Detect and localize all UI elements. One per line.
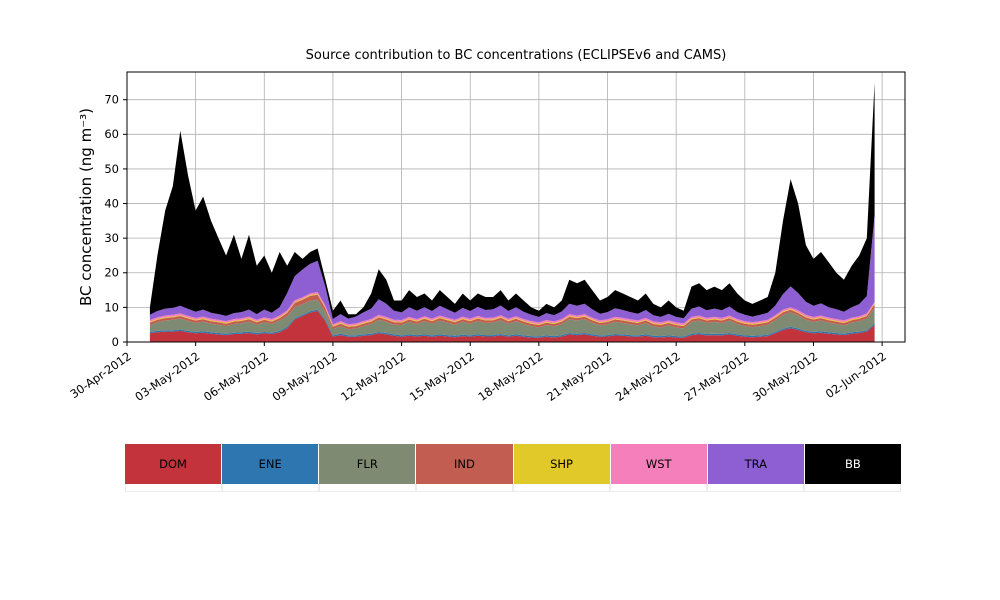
legend-item-tra: TRA	[707, 444, 805, 484]
y-tick-label: 60	[104, 127, 119, 141]
x-tick-labels: 30-Apr-201203-May-201206-May-201209-May-…	[67, 349, 888, 404]
area-shp	[149, 293, 875, 327]
x-tick-label: 27-May-2012	[681, 349, 751, 404]
legend-label-flr: FLR	[356, 457, 378, 471]
legend-item-dom: DOM	[125, 444, 223, 484]
area-wst	[149, 292, 875, 326]
y-tick-label: 20	[104, 266, 119, 280]
chart-title: Source contribution to BC concentrations…	[305, 48, 727, 63]
x-tick-label: 15-May-2012	[407, 349, 477, 404]
legend-item-bb: BB	[804, 444, 901, 484]
legend: DOM ENE FLR IND SHP WST TRA BB	[125, 444, 901, 484]
legend-label-bb: BB	[845, 457, 861, 471]
plot-border	[126, 71, 906, 343]
x-tick-label: 12-May-2012	[338, 349, 408, 404]
legend-label-ind: IND	[454, 457, 475, 471]
y-tick-labels: 0 10 20 30 40 50 60 70	[104, 93, 119, 349]
x-tick-label: 30-Apr-2012	[67, 349, 133, 401]
x-tick-label: 03-May-2012	[132, 349, 202, 404]
legend-label-ene: ENE	[258, 457, 282, 471]
x-tick-label: 24-May-2012	[613, 349, 683, 404]
area-dom	[149, 310, 875, 342]
y-tick-label: 0	[112, 335, 119, 349]
legend-label-tra: TRA	[744, 457, 768, 471]
stacked-areas	[149, 82, 875, 342]
legend-label-wst: WST	[645, 457, 672, 471]
legend-item-flr: FLR	[319, 444, 417, 484]
y-tick-label: 30	[104, 231, 119, 245]
legend-empty-row	[125, 484, 901, 492]
x-tick-label: 18-May-2012	[475, 349, 545, 404]
axis-ticks	[123, 99, 883, 346]
legend-item-wst: WST	[610, 444, 708, 484]
area-ind	[149, 294, 875, 330]
legend-item-ind: IND	[416, 444, 514, 484]
y-tick-label: 10	[104, 300, 119, 314]
x-tick-label: 06-May-2012	[201, 349, 271, 404]
y-tick-label: 50	[104, 162, 119, 176]
y-tick-label: 70	[104, 93, 119, 107]
legend-item-shp: SHP	[513, 444, 611, 484]
area-bb	[149, 82, 875, 320]
legend-item-ene: ENE	[222, 444, 320, 484]
x-tick-label: 09-May-2012	[270, 349, 340, 404]
x-tick-label: 21-May-2012	[544, 349, 614, 404]
y-tick-label: 40	[104, 196, 119, 210]
x-tick-label: 02-Jun-2012	[823, 349, 889, 401]
plot-area: 30-Apr-201203-May-201206-May-201209-May-…	[67, 71, 906, 404]
area-flr	[149, 299, 875, 337]
x-tick-label: 30-May-2012	[750, 349, 820, 404]
legend-label-shp: SHP	[550, 457, 573, 471]
legend-label-dom: DOM	[159, 457, 187, 471]
